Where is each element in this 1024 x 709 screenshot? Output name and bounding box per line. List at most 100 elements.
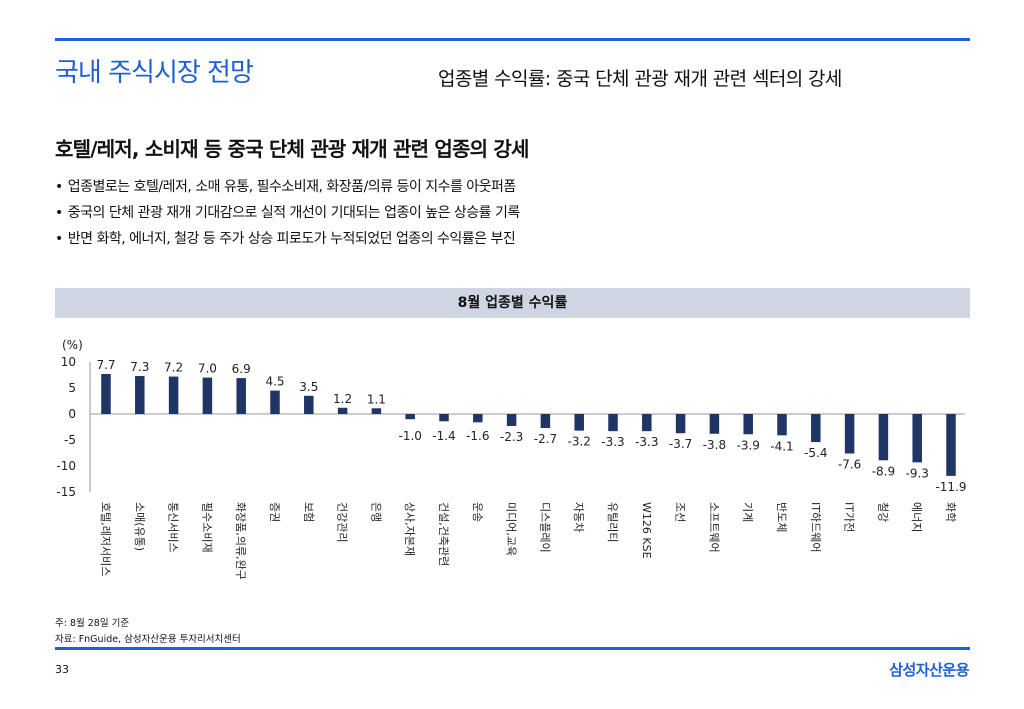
- data-label: -11.9: [935, 480, 966, 494]
- data-label: 7.0: [198, 362, 217, 376]
- bar: [540, 414, 551, 429]
- bar: [236, 378, 246, 414]
- data-label: -3.2: [567, 435, 590, 449]
- data-label: -3.9: [736, 438, 759, 452]
- x-tick-label: 운송: [471, 502, 484, 522]
- bullet-item: 반면 화학, 에너지, 철강 등 주가 상승 피로도가 누적되었던 업종의 수익…: [55, 230, 520, 256]
- bar: [101, 373, 111, 414]
- bar: [811, 414, 821, 443]
- data-label: -8.9: [872, 464, 895, 478]
- y-tick-label: -5: [64, 433, 76, 447]
- data-label: -2.7: [534, 432, 557, 446]
- x-tick-label: 화학: [944, 502, 957, 522]
- data-label: 6.9: [232, 362, 251, 376]
- y-tick-label: 10: [61, 355, 76, 369]
- y-tick-label: -15: [56, 485, 76, 499]
- data-label: 1.2: [333, 392, 352, 406]
- data-label: -3.3: [635, 435, 658, 449]
- bar: [675, 414, 686, 434]
- data-label: -5.4: [804, 446, 827, 460]
- data-label: 7.2: [164, 361, 183, 375]
- x-tick-label: 보험: [302, 502, 315, 522]
- page-subtitle: 업종별 수익률: 중국 단체 관광 재개 관련 섹터의 강세: [438, 68, 842, 90]
- x-tick-label: 통신서비스: [167, 502, 180, 553]
- bar: [844, 414, 855, 454]
- bar: [405, 414, 415, 420]
- data-label: -3.7: [669, 437, 692, 451]
- x-tick-label: 유틸리티: [606, 502, 619, 542]
- bar: [270, 390, 280, 414]
- data-label: -7.6: [838, 458, 861, 472]
- bar: [135, 376, 145, 414]
- bar: [608, 414, 618, 432]
- bar: [202, 377, 213, 414]
- bullet-item: 업종별로는 호텔/레저, 소매 유통, 필수소비재, 화장품/의류 등이 지수를…: [55, 178, 520, 204]
- x-tick-label: IT가전: [843, 502, 856, 532]
- y-tick-label: 0: [68, 407, 76, 421]
- sector-returns-chart: (%) 10 5 0 -5 -10 -15 7.7 호텔,레저서비스 7.3 소매(유통) 7.2 통신…: [56, 338, 966, 580]
- data-label: -1.6: [466, 429, 489, 443]
- data-label: -9.3: [905, 466, 928, 480]
- footnote-date: 주: 8월 28일 기준: [55, 618, 130, 629]
- x-tick-label: 기계: [741, 502, 754, 522]
- x-tick-label: 에너지: [910, 502, 923, 532]
- x-tick-label: 철강: [876, 502, 889, 522]
- x-tick-label: 반도체: [775, 502, 788, 532]
- bar: [709, 414, 720, 434]
- bullet-item: 중국의 단체 관광 재개 기대감으로 실적 개선이 기대되는 업종이 높은 상승…: [55, 204, 520, 230]
- bottom-rule: [55, 647, 970, 650]
- data-label: 3.5: [299, 380, 318, 394]
- bar: [878, 414, 889, 461]
- data-label: -3.3: [601, 435, 624, 449]
- bar: [506, 414, 517, 426]
- x-tick-label: W126 KSE: [640, 502, 653, 559]
- bullet-list: 업종별로는 호텔/레저, 소매 유통, 필수소비재, 화장품/의류 등이 지수를…: [55, 178, 520, 256]
- x-tick-label: 필수소비재: [200, 502, 213, 553]
- x-tick-label: 건강관리: [336, 502, 349, 542]
- bar: [574, 414, 584, 431]
- x-tick-label: 조선: [674, 502, 687, 522]
- page-title: 국내 주식시장 전망: [55, 58, 254, 88]
- data-label: 4.5: [265, 375, 284, 389]
- bar: [946, 414, 956, 476]
- y-tick-label: -10: [56, 459, 76, 473]
- data-label: -1.4: [432, 429, 455, 443]
- section-heading: 호텔/레저, 소비재 등 중국 단체 관광 재개 관련 업종의 강세: [55, 137, 529, 161]
- x-tick-label: 은행: [369, 502, 382, 522]
- x-tick-label: 디스플레이: [538, 502, 551, 553]
- data-label: 7.3: [130, 360, 149, 374]
- chart-title-band: 8월 업종별 수익률: [55, 288, 970, 318]
- x-tick-label: 상사,자본재: [403, 502, 416, 556]
- x-tick-label: 소매(유통): [133, 502, 146, 551]
- bar: [439, 414, 449, 422]
- bar: [371, 408, 382, 414]
- bar: [777, 414, 787, 436]
- data-label: 7.7: [96, 358, 115, 372]
- data-label: -1.0: [398, 429, 421, 443]
- bar: [642, 414, 652, 432]
- x-tick-label: 미디어,교육: [505, 502, 518, 556]
- x-tick-label: IT하드웨어: [809, 502, 823, 552]
- x-tick-label: 화장품,의류,완구: [234, 502, 247, 580]
- x-tick-label: 자동차: [572, 502, 585, 532]
- brand-logo: 삼성자산운용: [889, 661, 969, 679]
- footnote-source: 자료: FnGuide, 삼성자산운용 투자리서치센터: [55, 634, 241, 645]
- data-label: 1.1: [367, 392, 386, 406]
- x-tick-label: 호텔,레저서비스: [99, 502, 112, 576]
- y-tick-label: 5: [68, 381, 76, 395]
- bar: [304, 395, 314, 414]
- page-number: 33: [55, 663, 69, 676]
- x-tick-label: 증권: [268, 502, 281, 522]
- data-label: -4.1: [770, 439, 793, 453]
- data-label: -2.3: [500, 430, 523, 444]
- top-rule: [55, 38, 970, 41]
- x-tick-label: 건설,건축관련: [437, 502, 450, 566]
- x-tick-label: 소프트웨어: [707, 502, 720, 553]
- bar: [168, 376, 179, 414]
- y-unit-label: (%): [62, 338, 83, 352]
- bar: [473, 414, 483, 423]
- bar: [912, 414, 922, 463]
- bar: [743, 414, 753, 435]
- data-label: -3.8: [703, 438, 726, 452]
- bar: [337, 407, 348, 414]
